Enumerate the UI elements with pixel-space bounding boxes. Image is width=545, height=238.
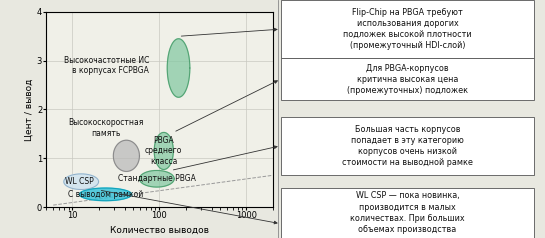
Text: Большая часть корпусов
попадает в эту категорию
корпусов очень низкой
стоимости : Большая часть корпусов попадает в эту ка…	[342, 125, 473, 167]
Polygon shape	[80, 188, 131, 201]
Text: Стандартные PBGA: Стандартные PBGA	[118, 174, 196, 183]
Polygon shape	[154, 132, 173, 169]
Text: Высокочастотные ИС
в корпусах FCPBGA: Высокочастотные ИС в корпусах FCPBGA	[64, 56, 149, 75]
Y-axis label: Цент / вывод: Цент / вывод	[25, 78, 34, 141]
Text: Flip-Chip на PBGA требуют
использования дорогих
подложек высокой плотности
(пром: Flip-Chip на PBGA требуют использования …	[343, 8, 472, 50]
Text: Высокоскоростная
память: Высокоскоростная память	[68, 118, 143, 138]
Text: Для PBGA-корпусов
критична высокая цена
(промежуточных) подложек: Для PBGA-корпусов критична высокая цена …	[347, 64, 468, 95]
Polygon shape	[140, 170, 174, 187]
Text: WL CSP — пока новинка,
производится в малых
количествах. При больших
объемах про: WL CSP — пока новинка, производится в ма…	[344, 191, 470, 238]
Polygon shape	[64, 174, 99, 189]
Polygon shape	[113, 140, 140, 171]
Text: PBGA
среднего
класса: PBGA среднего класса	[145, 136, 183, 166]
Text: С выводом рамкой: С выводом рамкой	[68, 190, 143, 199]
X-axis label: Количество выводов: Количество выводов	[110, 226, 209, 235]
Polygon shape	[167, 39, 190, 97]
Text: WL CSP: WL CSP	[65, 177, 94, 186]
